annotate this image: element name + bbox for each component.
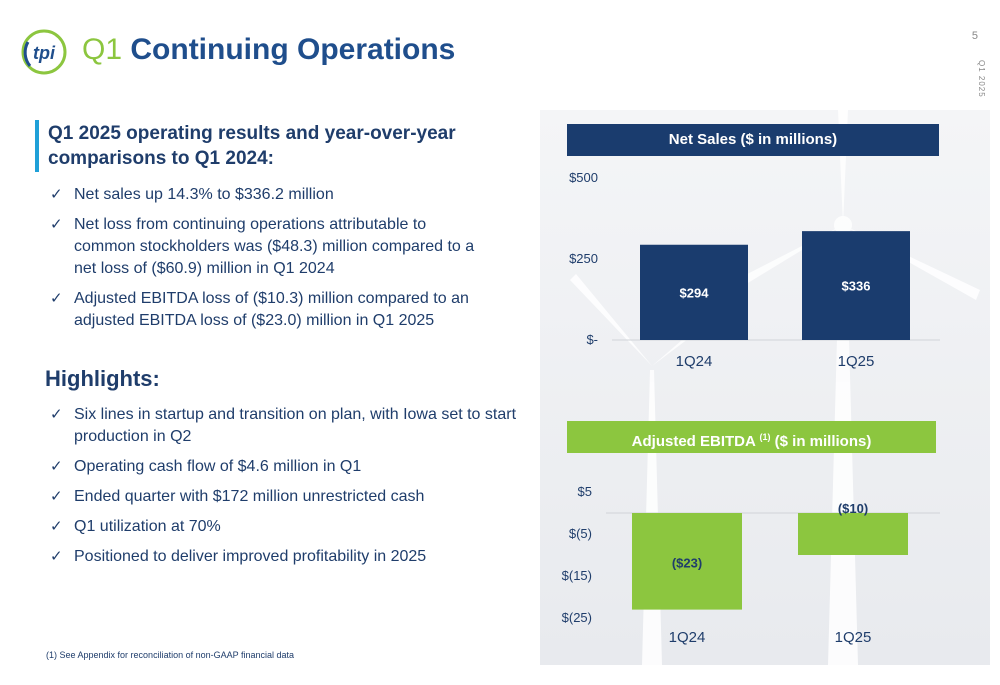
footnote: (1) See Appendix for reconciliation of n… [46,650,294,660]
list-item: ✓ Ended quarter with $172 million unrestr… [50,486,530,508]
list-item: ✓ Positioned to deliver improved profitab… [50,546,530,568]
y-tick-label: $500 [569,170,598,185]
title-prefix: Q1 [82,33,123,66]
checkmark-icon: ✓ [50,458,63,475]
bar-value-label: ($10) [838,501,868,516]
list-item-text: Positioned to deliver improved profitabi… [74,548,427,565]
y-tick-label: $- [586,332,598,347]
category-label: 1Q25 [835,629,872,646]
bar [640,244,748,340]
accent-bar [35,120,39,172]
list-item: ✓ Net loss from continuing operations att… [50,214,480,280]
list-item-text: Adjusted EBITDA loss of ($10.3) million … [74,290,469,329]
ebitda-title-prefix: Adjusted EBITDA [631,433,756,450]
adjusted-ebitda-chart: $5 $(5) $(15) $(25) ($23) 1Q24 ($10) 1Q25 [562,484,940,646]
adjusted-ebitda-chart-title: Adjusted EBITDA (1) ($ in millions) [567,421,936,453]
results-heading: Q1 2025 operating results and year-over-… [48,123,456,169]
checkmark-icon: ✓ [50,406,63,423]
highlights-heading: Highlights: [45,366,160,391]
logo-text: tpi [33,43,56,63]
bar [632,513,742,610]
y-tick-label: $(25) [562,610,592,625]
y-tick-label: $(5) [569,526,592,541]
net-sales-chart-title: Net Sales ($ in millions) [567,124,939,156]
y-tick-label: $250 [569,251,598,266]
list-item-text: Operating cash flow of $4.6 million in Q… [74,458,362,475]
category-label: 1Q25 [838,353,875,370]
ebitda-title-suffix: ($ in millions) [774,433,872,450]
tpi-logo: tpi [21,29,67,75]
list-item-text: Net loss from continuing operations attr… [74,216,475,277]
list-item: ✓ Adjusted EBITDA loss of ($10.3) million… [50,288,480,332]
list-item-text: Net sales up 14.3% to $336.2 million [74,186,334,203]
highlights-list: ✓ Six lines in startup and transition on … [50,404,530,576]
checkmark-icon: ✓ [50,216,63,233]
side-label: Q1 2025 [977,60,986,98]
list-item-text: Six lines in startup and transition on p… [74,406,517,445]
checkmark-icon: ✓ [50,518,63,535]
bar-value-label: $294 [680,285,710,300]
checkmark-icon: ✓ [50,548,63,565]
list-item-text: Q1 utilization at 70% [74,518,221,535]
ebitda-title-footnote-ref: (1) [759,432,771,442]
list-item-text: Ended quarter with $172 million unrestri… [74,488,425,505]
list-item: ✓ Operating cash flow of $4.6 million in … [50,456,530,478]
title-main: Continuing Operations [130,33,456,66]
bar-value-label: $336 [842,279,871,294]
y-tick-label: $5 [578,484,592,499]
checkmark-icon: ✓ [50,186,63,203]
bar [798,513,908,555]
list-item: ✓ Six lines in startup and transition on … [50,404,530,448]
bar [802,231,910,340]
bar-value-label: ($23) [672,556,702,571]
category-label: 1Q24 [676,353,713,370]
category-label: 1Q24 [669,629,706,646]
list-item: ✓ Q1 utilization at 70% [50,516,530,538]
page-number: 5 [971,30,978,42]
list-item: ✓ Net sales up 14.3% to $336.2 million [50,184,530,206]
results-list: ✓ Net sales up 14.3% to $336.2 million ✓ N… [50,184,530,340]
checkmark-icon: ✓ [50,488,63,505]
y-tick-label: $(15) [562,568,592,583]
checkmark-icon: ✓ [50,290,63,307]
page-title: Q1 Continuing Operations [82,30,455,70]
net-sales-chart: $- $250 $500 $294 1Q24 $336 1Q25 [569,170,940,370]
